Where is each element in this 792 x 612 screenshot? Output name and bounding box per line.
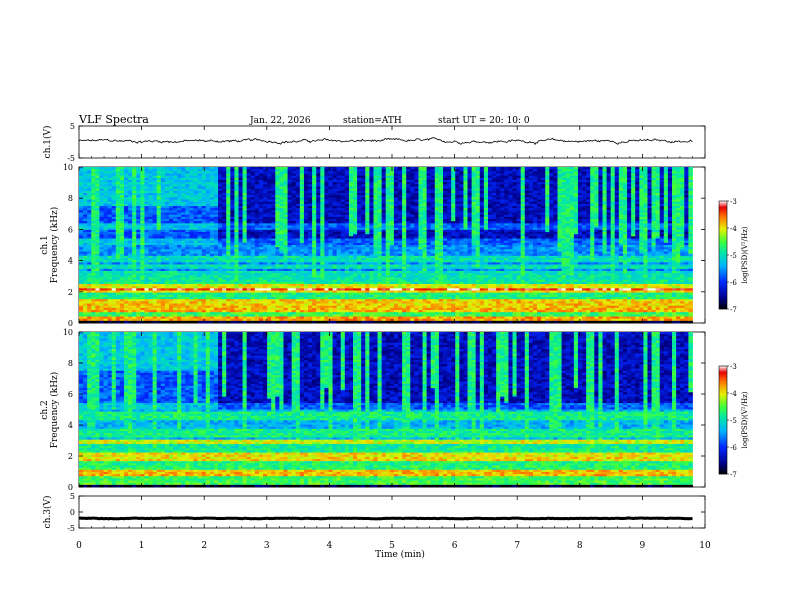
ch1-y-label: ch.1(V) bbox=[42, 126, 53, 159]
spectrogram-cell bbox=[132, 321, 136, 324]
spectrogram-cell bbox=[161, 321, 165, 324]
header-date: Jan. 22, 2026 bbox=[249, 116, 311, 126]
spectrogram-cell bbox=[87, 321, 91, 324]
spectrogram-cell bbox=[124, 321, 128, 324]
figure-title: VLF Spectra bbox=[78, 113, 149, 126]
spectrogram-cell bbox=[112, 321, 116, 324]
spectrogram-cell bbox=[149, 321, 153, 324]
ch1-spectrogram-heatmap bbox=[79, 167, 693, 323]
spectrogram-cell bbox=[136, 321, 140, 324]
spectrogram-cell bbox=[108, 321, 112, 324]
spectrogram-cell bbox=[157, 321, 161, 324]
spectrogram-cell bbox=[99, 321, 103, 324]
y-tick-label: 5 bbox=[70, 122, 75, 131]
spectrogram-cell bbox=[83, 321, 87, 324]
vlf-spectra-figure: VLF Spectra Jan. 22, 2026 station=ATH st… bbox=[0, 0, 792, 612]
spectrogram-cell bbox=[120, 321, 124, 324]
spectrogram-cell bbox=[144, 321, 148, 324]
spectrogram-cell bbox=[91, 321, 95, 324]
y-tick-label: -5 bbox=[67, 154, 75, 163]
spectrogram-cell bbox=[128, 321, 132, 324]
spectrogram-cell bbox=[153, 321, 157, 324]
spectrogram-cell bbox=[140, 321, 144, 324]
header-station: station=ATH bbox=[343, 116, 402, 126]
spectrogram-cell bbox=[95, 321, 99, 324]
header-start-time: start UT = 20: 10: 0 bbox=[438, 116, 530, 126]
